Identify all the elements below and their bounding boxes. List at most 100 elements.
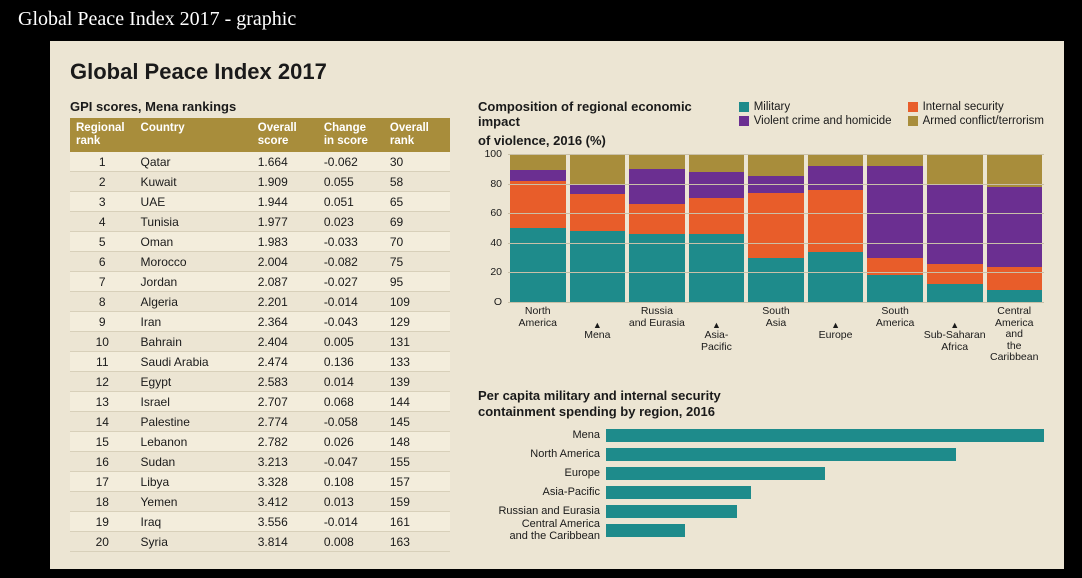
y-tick: 100: [474, 148, 502, 160]
cell-change: -0.033: [318, 232, 384, 252]
table-row: 1Qatar1.664-0.06230: [70, 152, 450, 172]
plot-area: [508, 154, 1044, 302]
hbar-label: Russian and Eurasia: [478, 506, 606, 518]
legend-item: Military: [739, 101, 892, 113]
cell-change: 0.023: [318, 212, 384, 232]
cell-overall-rank: 58: [384, 172, 450, 192]
bar-segment: [987, 267, 1043, 291]
cell-country: Egypt: [135, 372, 252, 392]
table-row: 3UAE1.9440.05165: [70, 192, 450, 212]
gpi-table: RegionalrankCountryOverallscoreChangein …: [70, 118, 450, 552]
table-row: 12Egypt2.5830.014139: [70, 372, 450, 392]
cell-overall-rank: 139: [384, 372, 450, 392]
table-row: 9Iran2.364-0.043129: [70, 312, 450, 332]
bar-segment: [689, 154, 745, 172]
cell-overall-rank: 75: [384, 252, 450, 272]
cell-score: 2.404: [252, 332, 318, 352]
hbar-track: [606, 505, 1044, 518]
bar-segment: [987, 290, 1043, 302]
cell-country: Syria: [135, 532, 252, 552]
cell-score: 2.004: [252, 252, 318, 272]
gridline: [508, 154, 1044, 155]
bar-segment: [629, 154, 685, 169]
cell-country: UAE: [135, 192, 252, 212]
cell-overall-rank: 159: [384, 492, 450, 512]
table-header: Country: [135, 118, 252, 152]
cell-score: 1.944: [252, 192, 318, 212]
cell-overall-rank: 148: [384, 432, 450, 452]
cell-country: Iran: [135, 312, 252, 332]
cell-score: 1.664: [252, 152, 318, 172]
x-label: CentralAmerica andthe Caribbean: [990, 306, 1038, 364]
hbar-row: Mena: [478, 427, 1044, 444]
bar-segment: [987, 154, 1043, 187]
cell-change: 0.108: [318, 472, 384, 492]
bar-column: [748, 154, 804, 302]
table-header: Overallscore: [252, 118, 318, 152]
bar-column: [510, 154, 566, 302]
bar-segment: [927, 184, 983, 264]
bar-segment: [510, 181, 566, 228]
table-row: 2Kuwait1.9090.05558: [70, 172, 450, 192]
hbar-fill: [606, 524, 685, 537]
hbar-row: Asia-Pacific: [478, 484, 1044, 501]
cell-regional-rank: 2: [70, 172, 135, 192]
cell-regional-rank: 8: [70, 292, 135, 312]
y-axis: O20406080100: [478, 154, 506, 302]
cell-score: 2.364: [252, 312, 318, 332]
bar-segment: [927, 284, 983, 302]
cell-overall-rank: 129: [384, 312, 450, 332]
hbar-label: Europe: [478, 468, 606, 480]
cell-regional-rank: 20: [70, 532, 135, 552]
table-row: 8Algeria2.201-0.014109: [70, 292, 450, 312]
hbar-label: North America: [478, 449, 606, 461]
cell-regional-rank: 13: [70, 392, 135, 412]
bar-segment: [808, 166, 864, 190]
cell-regional-rank: 17: [70, 472, 135, 492]
table-row: 6Morocco2.004-0.08275: [70, 252, 450, 272]
cell-change: -0.043: [318, 312, 384, 332]
bar-segment: [927, 264, 983, 285]
hbar-chart: Per capita military and internal securit…: [478, 388, 1044, 539]
cell-country: Tunisia: [135, 212, 252, 232]
cell-regional-rank: 11: [70, 352, 135, 372]
bar-segment: [748, 154, 804, 176]
cell-country: Iraq: [135, 512, 252, 532]
bar-column: [867, 154, 923, 302]
cell-regional-rank: 7: [70, 272, 135, 292]
cell-change: 0.136: [318, 352, 384, 372]
cell-score: 3.814: [252, 532, 318, 552]
cell-overall-rank: 161: [384, 512, 450, 532]
table-row: 10Bahrain2.4040.005131: [70, 332, 450, 352]
page-title: Global Peace Index 2017 - graphic: [0, 0, 1082, 41]
table-row: 19Iraq3.556-0.014161: [70, 512, 450, 532]
table-row: 15Lebanon2.7820.026148: [70, 432, 450, 452]
gridline: [508, 184, 1044, 185]
cell-change: 0.051: [318, 192, 384, 212]
hbar-fill: [606, 486, 751, 499]
x-label: Russiaand Eurasia: [629, 306, 685, 329]
bar-segment: [570, 231, 626, 302]
x-axis-labels: NorthAmericaMena▲Russiaand EurasiaAsia-P…: [508, 306, 1044, 370]
cell-score: 3.556: [252, 512, 318, 532]
bar-column: [808, 154, 864, 302]
cell-score: 3.328: [252, 472, 318, 492]
cell-change: -0.014: [318, 292, 384, 312]
cell-regional-rank: 6: [70, 252, 135, 272]
cell-country: Palestine: [135, 412, 252, 432]
triangle-icon: ▲: [712, 320, 721, 330]
cell-score: 1.983: [252, 232, 318, 252]
cell-regional-rank: 10: [70, 332, 135, 352]
bar-segment: [689, 234, 745, 302]
hbar-fill: [606, 429, 1044, 442]
bar-column: [629, 154, 685, 302]
bar-segment: [689, 198, 745, 234]
x-label: SouthAmerica: [876, 306, 915, 329]
bar-column: [987, 154, 1043, 302]
hbar-track: [606, 429, 1044, 442]
cell-regional-rank: 14: [70, 412, 135, 432]
cell-change: 0.026: [318, 432, 384, 452]
cell-score: 2.087: [252, 272, 318, 292]
y-tick: 80: [474, 178, 502, 190]
table-row: 17Libya3.3280.108157: [70, 472, 450, 492]
